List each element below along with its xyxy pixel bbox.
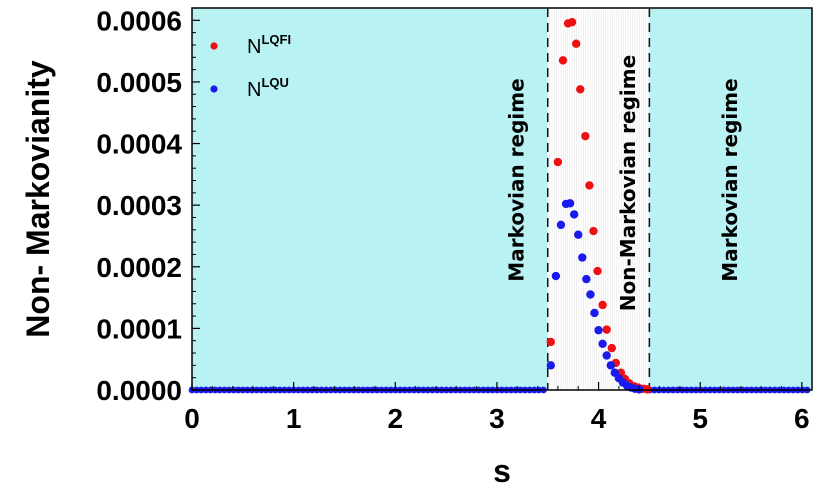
data-point-lqfi xyxy=(576,85,585,94)
legend-label-lqfi: NLQFI xyxy=(247,32,291,58)
data-point-lqfi xyxy=(571,39,581,48)
y-axis-ticks: 0.0000 0.0001 0.0002 0.0003 0.0004 0.0005 0.00… xyxy=(96,5,200,406)
data-point-lqu xyxy=(586,290,595,299)
data-point-lqu xyxy=(574,230,583,239)
legend-label-lqfi-base: N xyxy=(247,36,261,58)
x-tick-label: 0 xyxy=(184,403,200,434)
data-point-lqfi xyxy=(558,56,568,65)
x-tick-label: 5 xyxy=(692,403,708,434)
plot-frame xyxy=(191,7,813,391)
region-label-non-markovian: Non-Markovian regime xyxy=(616,55,640,311)
x-axis-ticks: 0 1 2 3 4 5 6 xyxy=(184,382,810,434)
legend-marker-lqfi xyxy=(210,42,218,50)
legend-marker-lqu xyxy=(210,85,218,93)
x-tick-label: 1 xyxy=(286,403,302,434)
data-point-lqfi xyxy=(546,337,555,347)
y-tick-label: 0.0006 xyxy=(96,5,182,36)
x-tick-label: 2 xyxy=(387,403,403,434)
data-point-lqu xyxy=(594,326,603,335)
y-tick-label: 0.0005 xyxy=(96,67,182,98)
shaded-region-left xyxy=(192,8,548,390)
x-tick-label: 4 xyxy=(591,403,607,434)
y-axis-title: Non- Markovianity xyxy=(20,60,56,338)
series-lqu xyxy=(546,199,644,394)
data-point-lqu xyxy=(551,271,561,281)
data-point-lqfi xyxy=(598,300,607,310)
y-tick-label: 0.0004 xyxy=(96,129,182,160)
data-point-lqfi xyxy=(581,131,590,141)
y-tick-label: 0.0002 xyxy=(96,252,182,283)
data-point-lqu xyxy=(546,361,555,370)
data-point-lqu xyxy=(565,199,575,208)
legend-label-lqu: NLQU xyxy=(247,75,289,101)
shaded-region-right xyxy=(649,8,812,390)
data-point-lqu xyxy=(556,220,566,230)
y-tick-label: 0.0003 xyxy=(96,190,182,221)
data-point-lqfi xyxy=(607,343,616,353)
data-point-lqu xyxy=(598,339,607,348)
region-label-markovian-left: Markovian regime xyxy=(504,78,528,281)
legend: NLQFI NLQU xyxy=(210,32,291,101)
data-point-lqu xyxy=(569,210,579,219)
legend-label-lqu-sup: LQU xyxy=(261,75,288,90)
legend-label-lqu-base: N xyxy=(247,79,261,101)
data-point-lqfi xyxy=(589,226,598,236)
data-point-lqu xyxy=(578,253,587,262)
region-label-markovian-right: Markovian regime xyxy=(718,78,742,281)
legend-label-lqfi-sup: LQFI xyxy=(261,32,291,47)
data-point-lqu xyxy=(582,274,591,284)
data-point-lqu xyxy=(602,351,611,360)
y-tick-label: 0.0000 xyxy=(96,375,182,406)
data-point-lqfi xyxy=(567,17,577,27)
data-point-lqfi xyxy=(593,266,602,276)
x-tick-label: 6 xyxy=(794,403,810,434)
series-points xyxy=(546,17,652,394)
y-tick-label: 0.0001 xyxy=(96,313,182,344)
x-axis-title: s xyxy=(493,453,511,489)
data-point-lqu xyxy=(590,308,599,318)
data-point-lqfi xyxy=(553,157,563,167)
data-point-lqu xyxy=(606,361,615,370)
data-point-lqfi xyxy=(585,181,594,190)
data-point-lqfi xyxy=(602,325,611,334)
x-tick-label: 3 xyxy=(489,403,505,434)
